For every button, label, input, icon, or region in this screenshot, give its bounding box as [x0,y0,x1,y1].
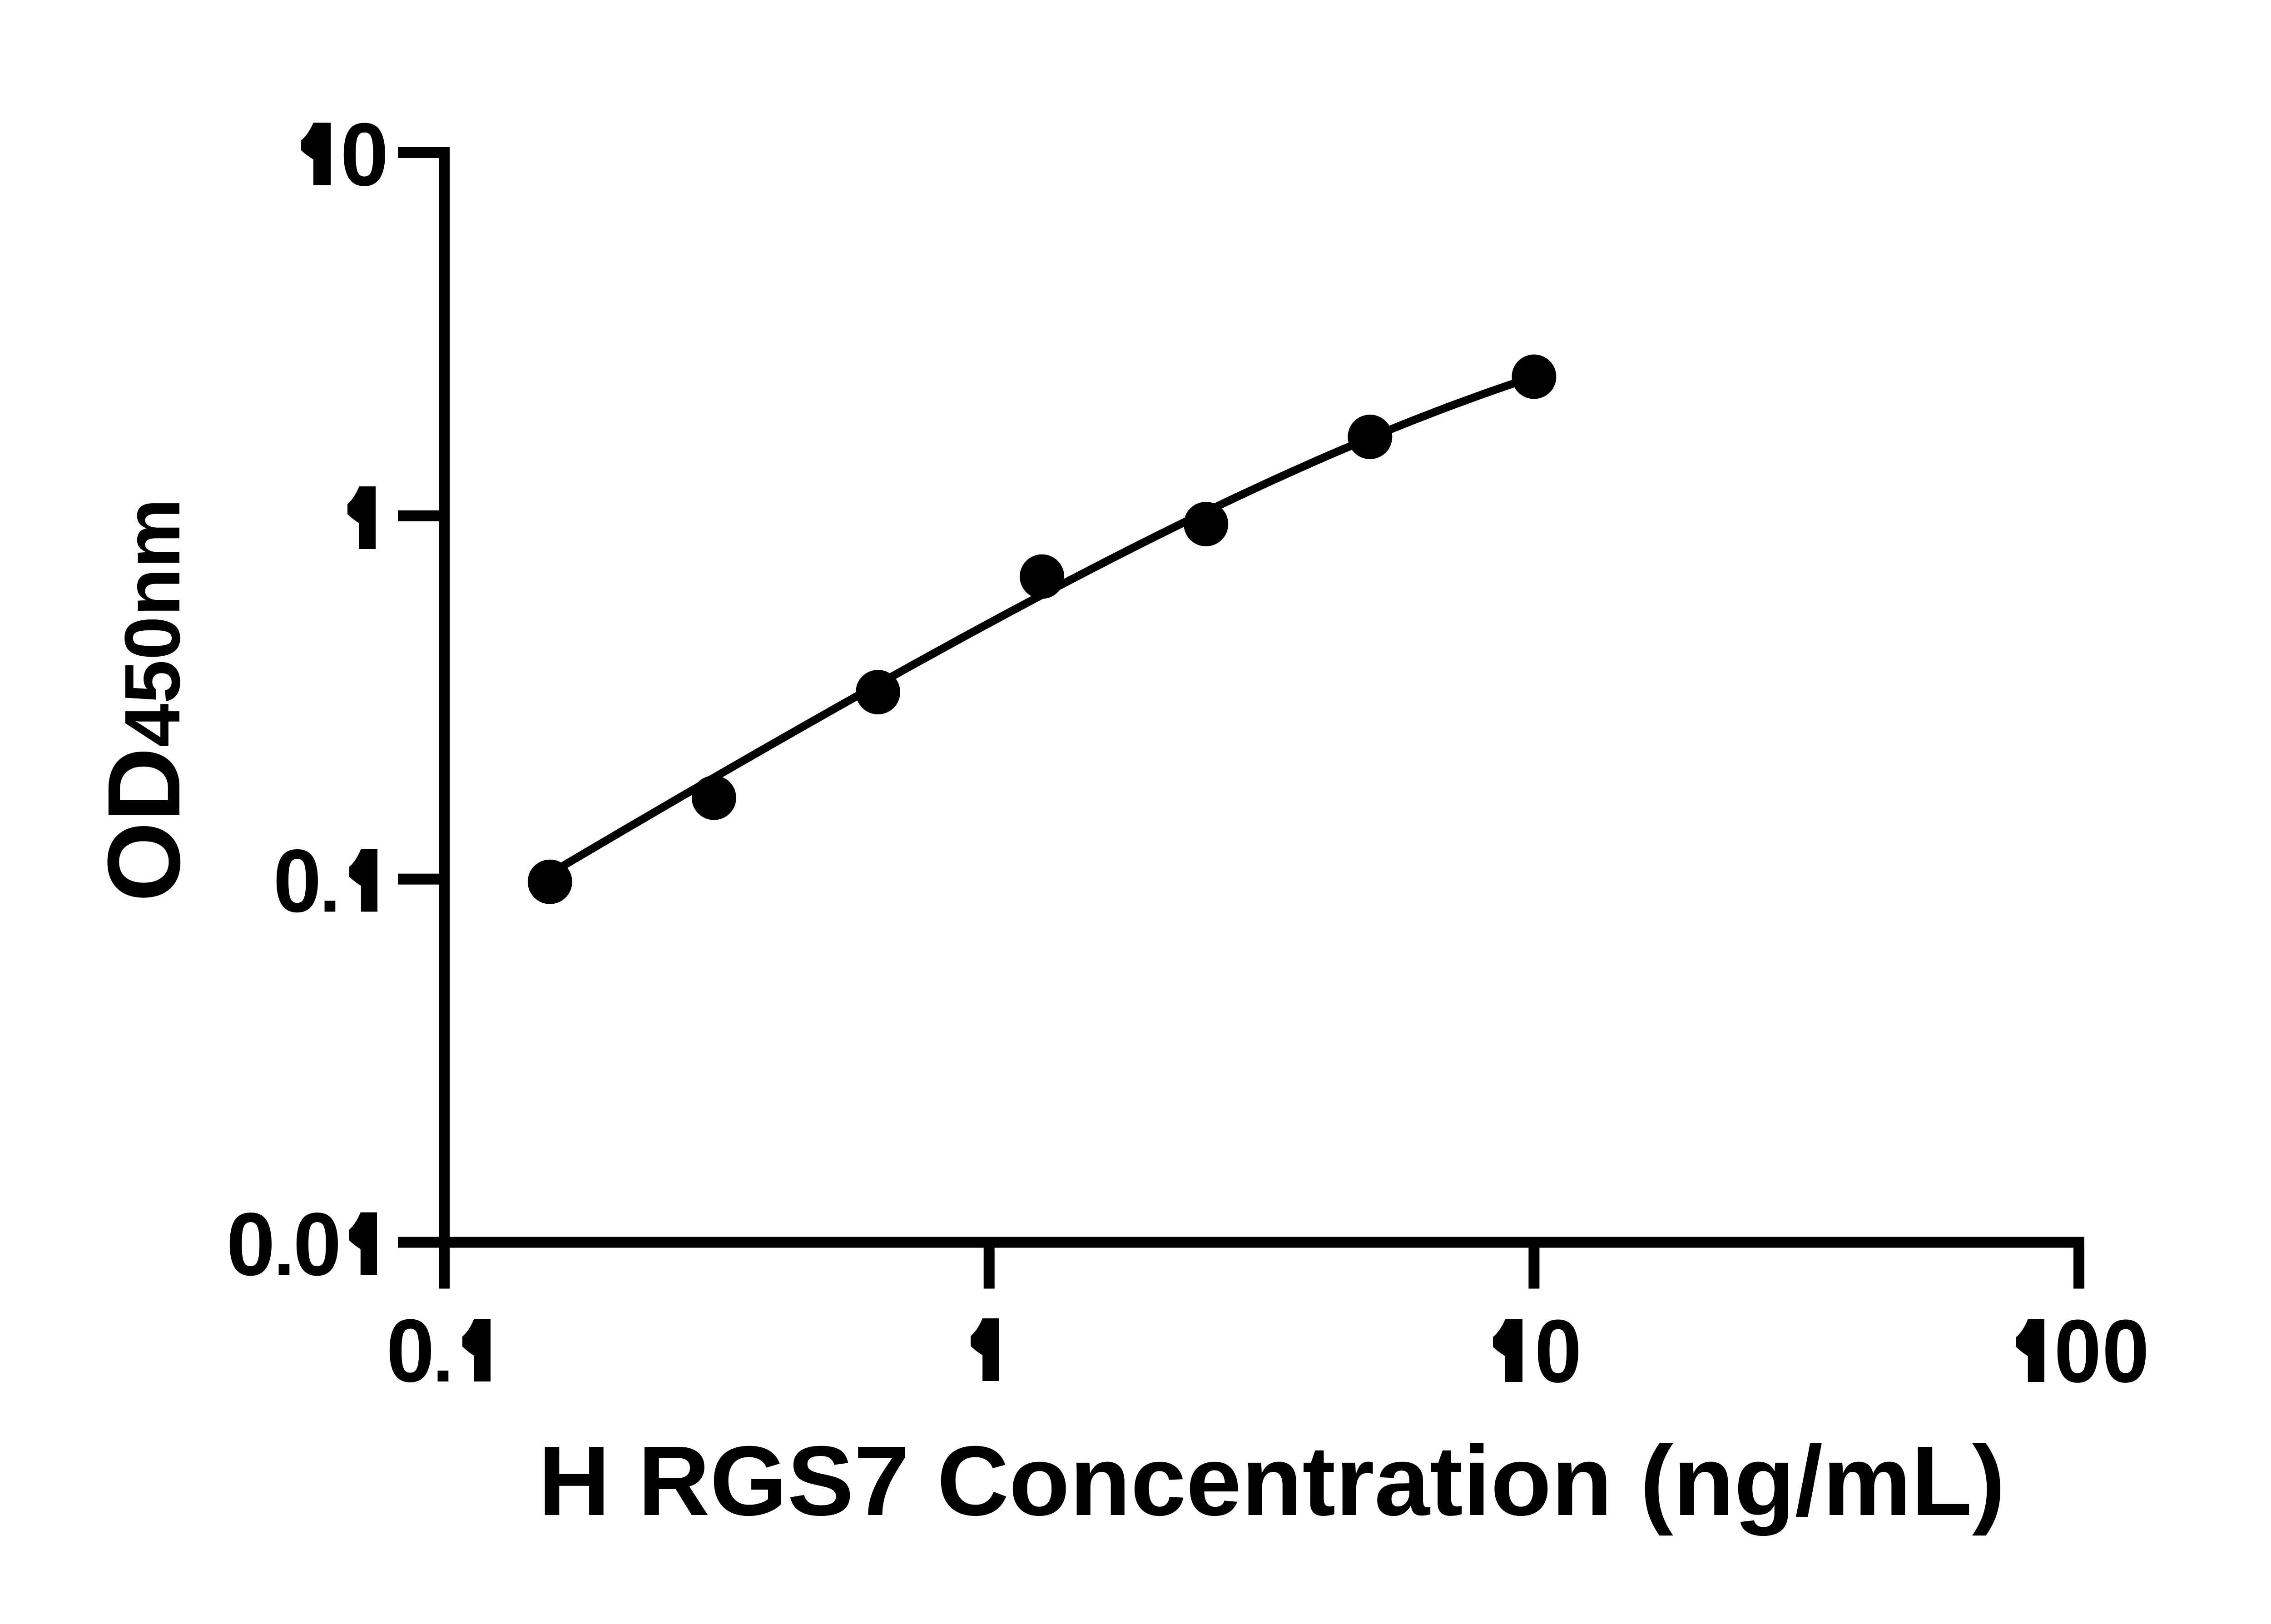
svg-text:H RGS7 Concentration (ng/mL): H RGS7 Concentration (ng/mL) [538,1426,2005,1536]
svg-text:0: 0 [2102,1301,2149,1401]
svg-text:.: . [273,1209,295,1291]
svg-text:0: 0 [386,1301,435,1401]
svg-text:.: . [432,1315,454,1397]
svg-text:0: 0 [293,1194,342,1294]
svg-text:0: 0 [273,831,322,931]
svg-text:0: 0 [2054,1301,2101,1401]
svg-text:0: 0 [1534,1301,1582,1401]
svg-text:0: 0 [340,105,389,205]
svg-text:OD450nm: OD450nm [87,498,202,902]
svg-text:.: . [319,846,341,927]
svg-text:0: 0 [226,1194,275,1294]
